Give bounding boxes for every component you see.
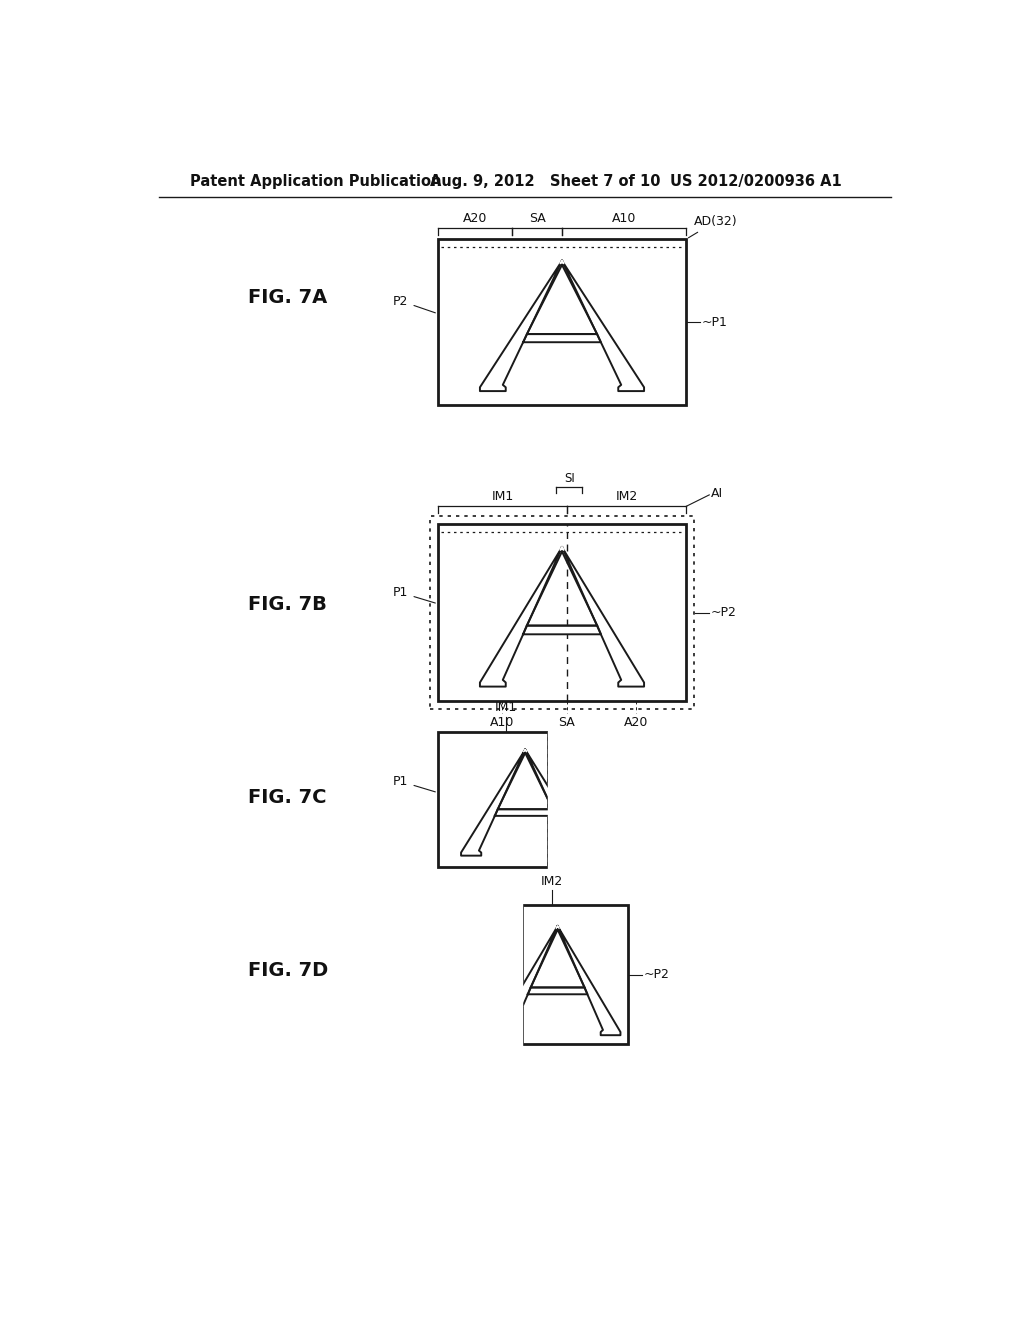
- Text: SA: SA: [528, 211, 546, 224]
- Text: IM2: IM2: [541, 875, 563, 887]
- Text: P2: P2: [393, 294, 435, 313]
- Text: AD(32): AD(32): [688, 215, 737, 238]
- Bar: [549, 733, 632, 867]
- Text: P1: P1: [393, 586, 435, 603]
- Text: AI: AI: [711, 487, 723, 500]
- Text: FIG. 7C: FIG. 7C: [248, 788, 327, 807]
- Polygon shape: [461, 750, 525, 855]
- Text: IM2: IM2: [615, 490, 638, 503]
- Polygon shape: [480, 261, 562, 391]
- Polygon shape: [495, 809, 556, 816]
- Polygon shape: [560, 546, 564, 550]
- Text: IM1: IM1: [492, 490, 514, 503]
- Text: SA: SA: [558, 715, 575, 729]
- Bar: [438, 906, 521, 1044]
- Text: US 2012/0200936 A1: US 2012/0200936 A1: [671, 174, 843, 189]
- Text: SI: SI: [564, 471, 574, 484]
- Polygon shape: [560, 260, 564, 264]
- Text: A20: A20: [625, 715, 648, 729]
- Text: Patent Application Publication: Patent Application Publication: [190, 174, 441, 189]
- Polygon shape: [523, 748, 526, 752]
- Polygon shape: [549, 729, 640, 871]
- Polygon shape: [525, 750, 589, 855]
- Text: A10: A10: [611, 211, 636, 224]
- Polygon shape: [480, 548, 562, 686]
- Text: Aug. 9, 2012   Sheet 7 of 10: Aug. 9, 2012 Sheet 7 of 10: [430, 174, 660, 189]
- Bar: [438, 239, 686, 405]
- Text: A20: A20: [463, 211, 487, 224]
- Polygon shape: [523, 334, 601, 342]
- Polygon shape: [562, 261, 644, 391]
- Bar: [438, 524, 686, 701]
- Text: ~P2: ~P2: [711, 606, 736, 619]
- Bar: [438, 733, 549, 867]
- Polygon shape: [527, 987, 588, 994]
- Text: ~P1: ~P1: [701, 315, 727, 329]
- Text: ~P2: ~P2: [643, 968, 670, 981]
- Text: FIG. 7B: FIG. 7B: [248, 595, 327, 615]
- Polygon shape: [558, 927, 621, 1035]
- Bar: [521, 906, 628, 1044]
- Text: A10: A10: [490, 715, 515, 729]
- Polygon shape: [430, 902, 521, 1048]
- Text: IM1: IM1: [495, 701, 517, 714]
- Bar: [549, 733, 632, 867]
- Polygon shape: [562, 548, 644, 686]
- Bar: [430, 516, 693, 709]
- Text: FIG. 7A: FIG. 7A: [248, 288, 328, 306]
- Text: P1: P1: [393, 775, 435, 792]
- Polygon shape: [495, 927, 558, 1035]
- Text: FIG. 7D: FIG. 7D: [248, 961, 329, 981]
- Polygon shape: [523, 626, 601, 635]
- Bar: [438, 906, 521, 1044]
- Polygon shape: [556, 925, 559, 928]
